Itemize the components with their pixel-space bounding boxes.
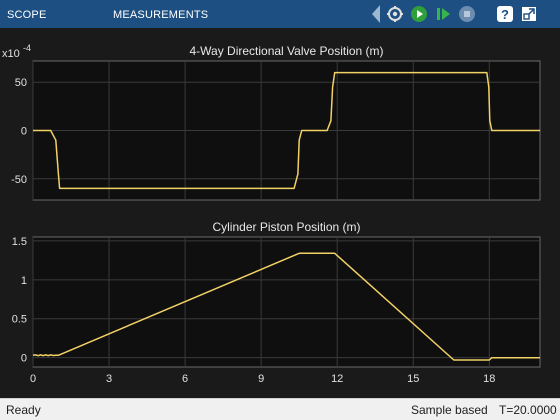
chart-title-1: 4-Way Directional Valve Position (m) (189, 44, 383, 58)
status-time: T=20.0000 (499, 403, 557, 417)
undock-icon[interactable] (518, 3, 540, 25)
status-ready: Ready (6, 403, 41, 417)
x-tick-label: 3 (106, 373, 112, 385)
run-icon[interactable] (408, 3, 430, 25)
x-tick-label: 9 (258, 373, 264, 385)
y-tick-label: 0.5 (12, 314, 27, 326)
x-tick-label: 15 (407, 373, 419, 385)
help-icon[interactable]: ? (494, 3, 516, 25)
toolbar: SCOPE MEASUREMENTS (0, 0, 560, 28)
settings-icon[interactable] (384, 3, 406, 25)
series-line-2 (32, 252, 540, 361)
y-exponent-label: x10 (2, 48, 20, 60)
step-forward-icon[interactable] (432, 3, 454, 25)
x-tick-label: 0 (30, 373, 36, 385)
y-tick-label: 0 (21, 353, 27, 365)
toolbar-tools: ? (370, 3, 558, 25)
tab-measurements[interactable]: MEASUREMENTS (113, 9, 209, 21)
collapse-arrow-icon[interactable] (370, 3, 382, 25)
scope-plots: 50 0 -50 4-Way Directional Valve Position (… (2, 43, 541, 385)
y-exponent-superscript: -4 (23, 43, 31, 53)
x-tick-label: 18 (483, 373, 495, 385)
series-line-1 (33, 71, 540, 190)
y-tick-label: 1.5 (12, 236, 27, 248)
x-tick-label: 12 (331, 373, 343, 385)
x-tick-label: 6 (182, 373, 188, 385)
stop-icon[interactable] (456, 3, 478, 25)
status-sample-mode: Sample based (411, 403, 488, 417)
y-tick-label: 1 (21, 275, 27, 287)
tab-scope[interactable]: SCOPE (7, 9, 47, 21)
y-tick-label: 50 (15, 77, 27, 89)
chart-title-2: Cylinder Piston Position (m) (212, 220, 360, 234)
svg-text:?: ? (501, 7, 509, 22)
status-bar: Ready Sample based T=20.0000 (0, 398, 560, 420)
y-tick-label: 0 (21, 126, 27, 138)
y-tick-label: -50 (11, 174, 27, 186)
